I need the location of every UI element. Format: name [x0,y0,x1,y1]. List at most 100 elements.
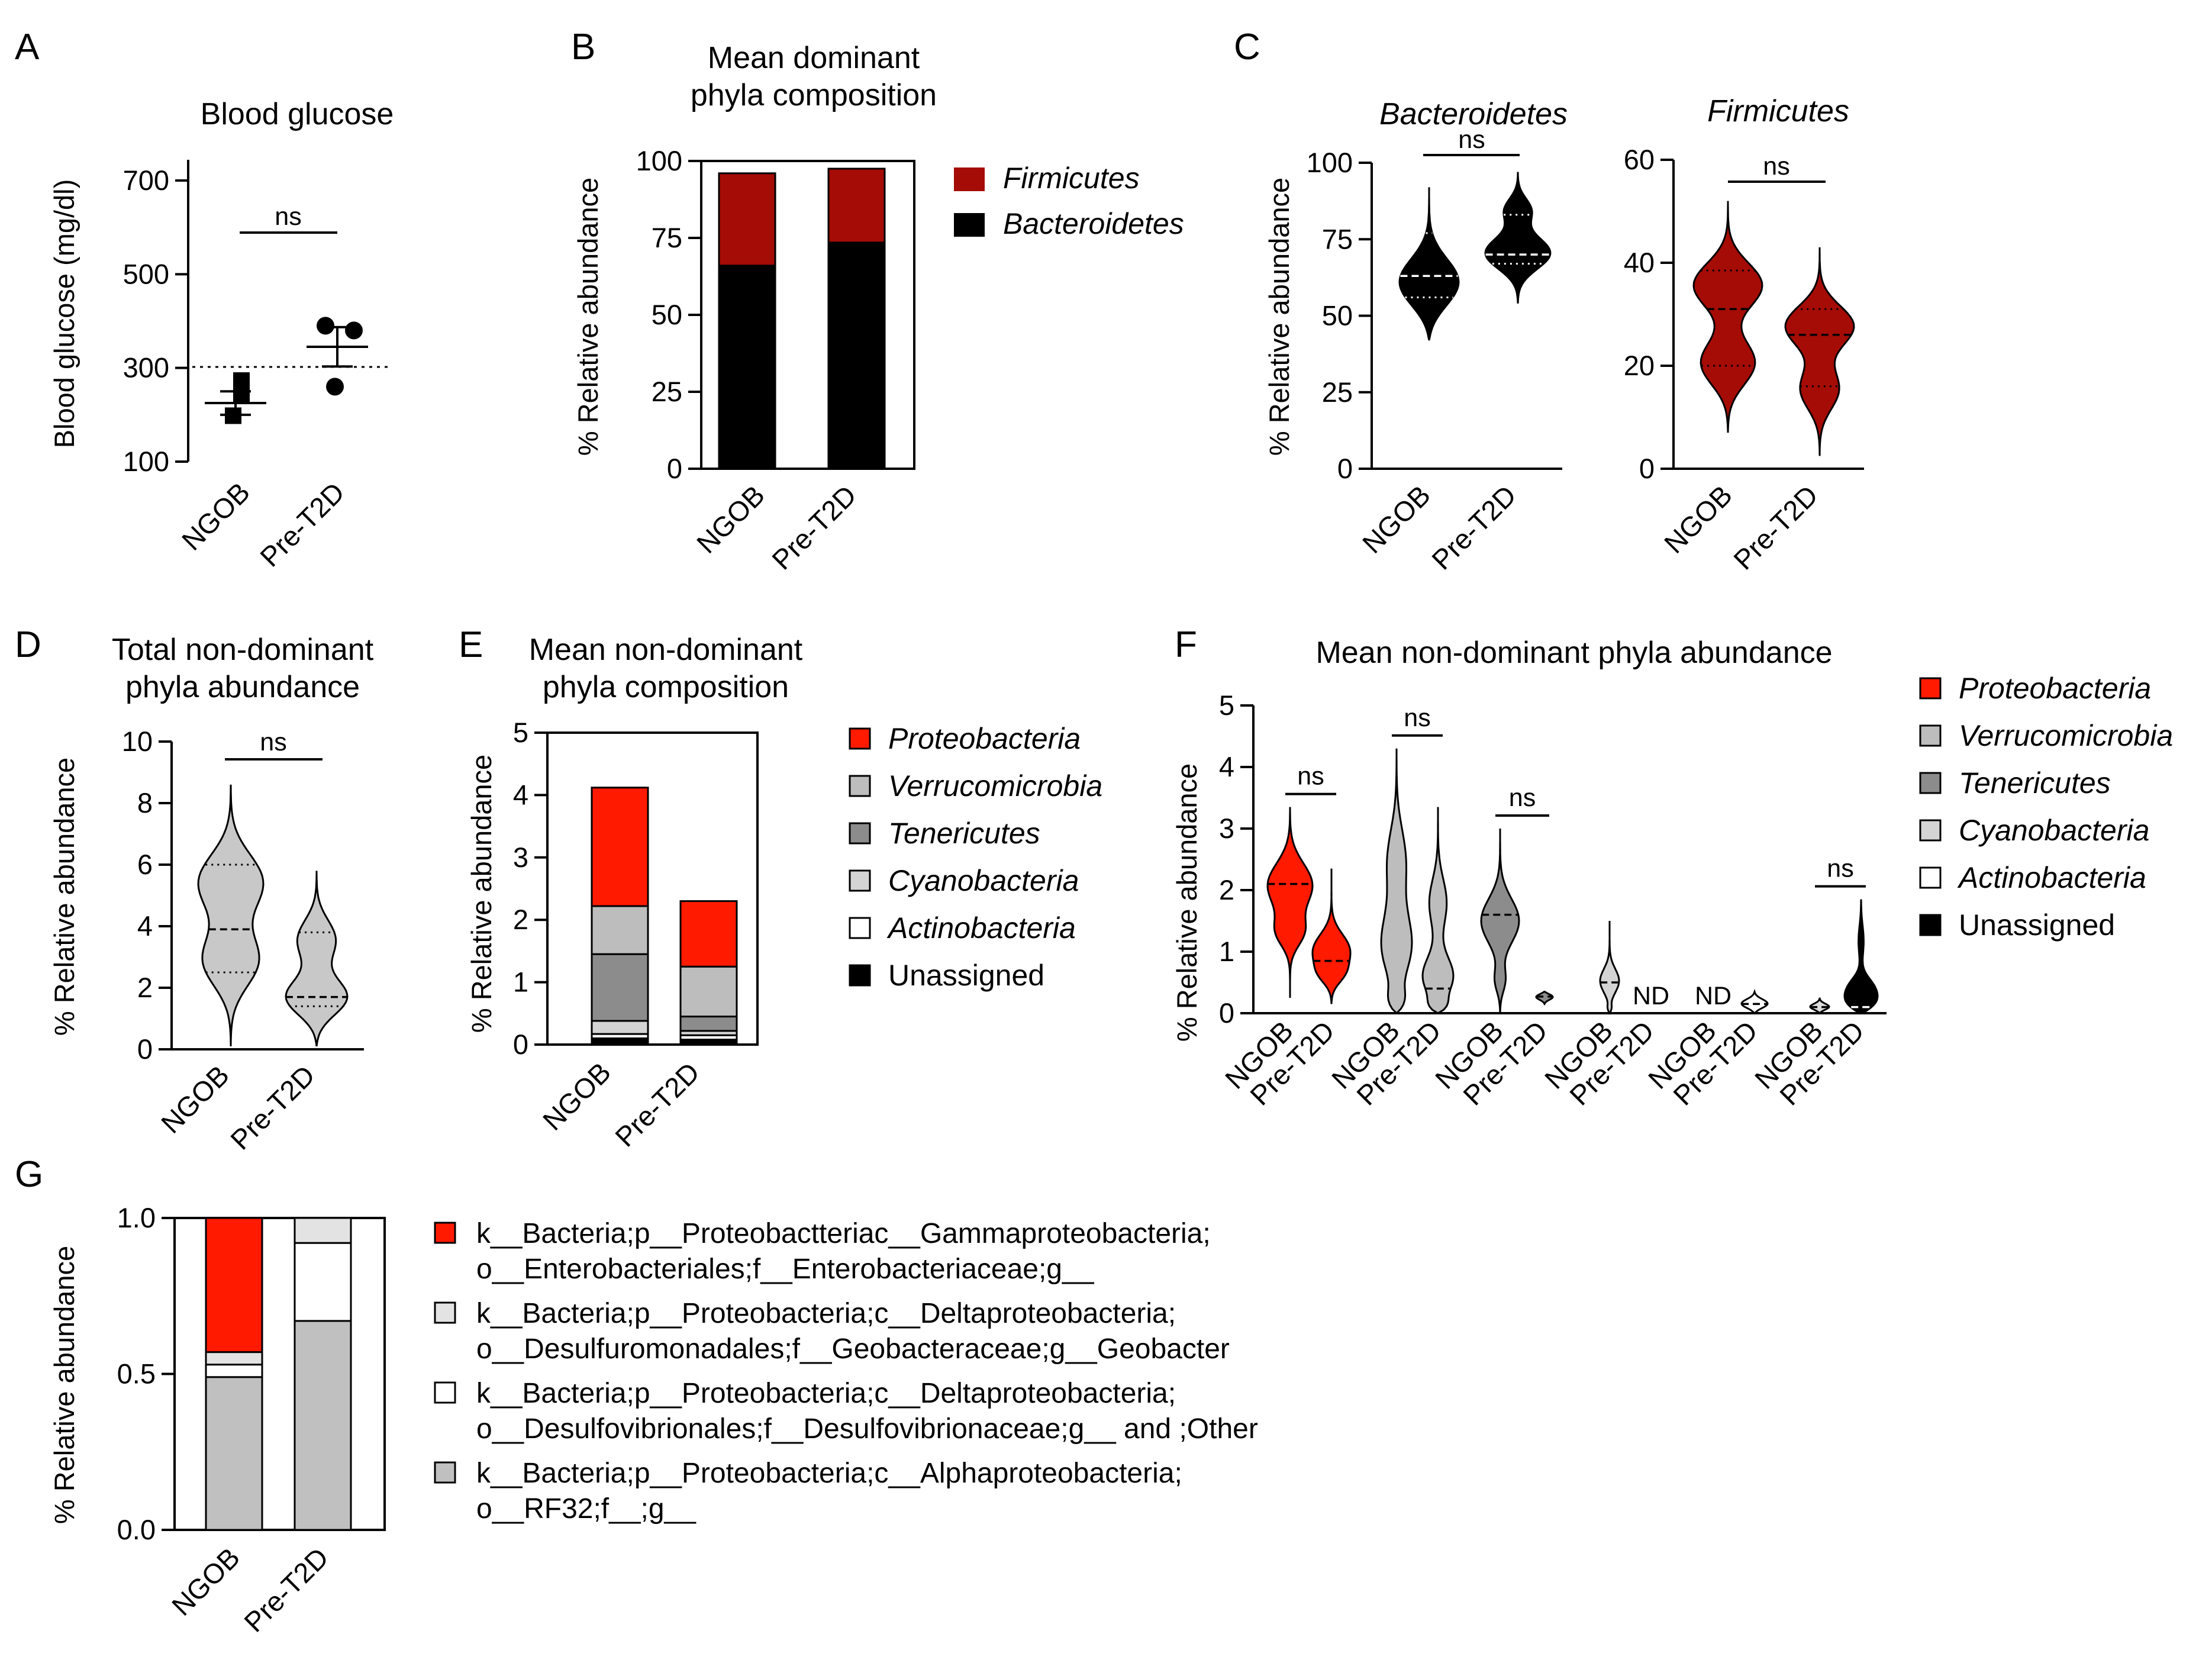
panel-c-left-y-tick-label: 100 [1307,147,1353,178]
panel-g-legend-swatch-2 [434,1381,456,1404]
panel-d-y-tick-label: 8 [137,787,153,819]
panel-g: G % Relative abundance 0.0 0.5 1.0 NGOB Pr… [15,1154,1258,1638]
panel-f-violins: ND ND [1266,748,1879,1015]
panel-c-right-x-tick-ngob: NGOB [1658,479,1738,559]
panel-e-y-label: % Relative abundance [466,755,497,1033]
panel-b-x-tick-pre-t2d: Pre-T2D [766,479,862,576]
panel-f-unassigned-ngob-violin [1809,997,1830,1014]
panel-a-point-pre-t2d [317,317,334,335]
panel-a: A Blood glucose Blood glucose (mg/dl) 10… [15,27,394,573]
panel-c-left-ngob-violin [1398,187,1460,341]
panel-f: F Mean non-dominant phyla abundance % Re… [1171,624,2173,1111]
panel-c-left-y-tick-label: 75 [1322,223,1353,254]
panel-f-legend-swatch-verrucomicrobia [1919,724,1942,747]
panel-e-bar-ngob-cyanobacteria [591,1020,649,1035]
panel-e-y-tick-label: 0 [513,1029,528,1060]
panel-d-title-line2: phyla abundance [125,670,360,704]
panel-a-x-tick-pre-t2d: Pre-T2D [254,476,350,573]
panel-b-y-tick-label: 0 [667,453,682,484]
legend-swatch-firmicutes [954,167,985,191]
panel-f-cyanobacteria-ngob-violin [1599,921,1620,1015]
panel-f-legend: Proteobacteria Verrucomicrobia Tenericutes… [1919,672,2173,942]
panel-a-y-tick-label: 300 [123,352,169,384]
panel-letter-a: A [15,27,40,67]
panel-g-y-tick-label: 1.0 [117,1202,156,1233]
panel-g-legend-label-line1-0: k__Bacteria;p__Proteobactteriac__Gammapr… [476,1218,1211,1249]
panel-c-right-y-tick-label: 60 [1624,144,1655,175]
panel-e-y-tick-label: 1 [513,966,528,998]
panel-f-legend-swatch-cyanobacteria [1919,819,1942,842]
panel-d: D Total non-dominant phyla abundance % R… [15,624,374,1156]
panel-b-bars [718,167,886,470]
panel-e-legend-label-verrucomicrobia: Verrucomicrobia [888,769,1102,803]
panel-g-legend-label-line1-1: k__Bacteria;p__Proteobacteria;c__Deltapr… [476,1298,1176,1329]
panel-c-left-x-tick-ngob: NGOB [1356,479,1436,559]
panel-g-x-tick-pre-t2d: Pre-T2D [238,1542,334,1638]
panel-g-legend-label-line2-3: o__RF32;f__;g__ [476,1493,697,1525]
panel-c-left-violins [1398,172,1552,341]
panel-letter-g: G [15,1154,43,1195]
panel-e-plot-frame [546,732,759,1046]
panel-f-legend-label-proteobacteria: Proteobacteria [1959,672,2151,705]
panel-f-legend-swatch-tenericutes [1919,772,1942,794]
panel-f-legend-swatch-proteobacteria [1919,677,1942,700]
panel-e-legend-label-unassigned: Unassigned [888,959,1044,992]
panel-e-title-line2: phyla composition [543,670,789,704]
panel-c-left-y-tick-label: 50 [1322,300,1353,331]
panel-f-sig-label-unassigned: ns [1827,855,1853,883]
panel-a-points [205,317,368,424]
panel-g-legend-swatch-1 [434,1301,456,1324]
panel-b-legend: Firmicutes Bacteroidetes [954,162,1184,240]
panel-e-legend-swatch-unassigned [849,964,871,987]
panel-d-x-tick-pre-t2d: Pre-T2D [224,1059,321,1156]
panel-e-title-line1: Mean non-dominant [529,633,803,667]
panel-f-y-label: % Relative abundance [1171,763,1202,1042]
panel-b-y-ticks: 0 25 50 75 100 [636,145,701,484]
panel-b-bar-pre-t2d-firmicutes [827,167,886,244]
panel-b-bar-ngob-bacteroidetes [718,265,776,470]
panel-f-legend-label-verrucomicrobia: Verrucomicrobia [1959,719,2173,752]
panel-e-x-tick-pre-t2d: Pre-T2D [609,1056,705,1153]
panel-e-legend-swatch-cyanobacteria [849,869,871,892]
panel-c-right-y-tick-label: 0 [1639,453,1655,484]
panel-d-violins [197,784,349,1047]
panel-e-bar-pre-t2d-tenericutes [679,1016,738,1032]
panel-d-y-ticks: 0 2 4 6 8 10 [122,726,172,1065]
panel-d-sig-label: ns [260,728,286,756]
panel-letter-c: C [1234,27,1260,67]
panel-f-tenericutes-ngob-violin [1480,829,1520,1014]
panel-c-right-y-tick-label: 40 [1624,247,1655,278]
panel-e-legend-label-proteobacteria: Proteobacteria [888,722,1081,755]
panel-c-y-label: % Relative abundance [1263,178,1295,456]
panel-e-bar-ngob-tenericutes [591,953,649,1022]
panel-b-y-tick-label: 100 [636,145,682,176]
panel-g-legend: k__Bacteria;p__Proteobactteriac__Gammapr… [434,1218,1258,1525]
panel-g-y-tick-label: 0.5 [117,1358,156,1390]
panel-a-y-label: Blood glucose (mg/dl) [49,179,80,449]
panel-letter-e: E [459,624,483,665]
panel-f-sig-label-verrucomicrobia: ns [1404,704,1430,732]
panel-b-x-tick-ngob: NGOB [691,479,770,559]
panel-letter-b: B [571,27,595,67]
panel-f-y-tick-label: 4 [1219,751,1234,782]
panel-c-left-title: Bacteroidetes [1379,97,1568,131]
panel-g-bar-pre-t2d-alphaproteobacteria-rf32 [294,1320,352,1531]
panel-f-legend-label-tenericutes: Tenericutes [1959,766,2111,800]
panel-e-legend-label-cyanobacteria: Cyanobacteria [888,864,1079,897]
panel-a-sig-label: ns [275,202,301,231]
panel-g-legend-label-line2-2: o__Desulfovibrionales;f__Desulfovibriona… [476,1413,1258,1445]
panel-f-sig-label-tenericutes: ns [1509,784,1536,812]
panel-d-ngob-violin [197,784,265,1046]
panel-f-cyanobacteria-pre-t2d-nd-label: ND [1633,982,1669,1010]
panel-d-x-tick-ngob: NGOB [155,1059,235,1139]
panel-g-bar-ngob-alphaproteobacteria-rf32 [205,1376,263,1531]
panel-g-legend-label-line2-0: o__Enterobacteriales;f__Enterobacteriace… [476,1253,1095,1285]
panel-c-right-y-ticks: 0 20 40 60 [1624,144,1673,484]
panel-b: B Mean dominant phyla composition % Rela… [571,27,1184,576]
panel-f-legend-label-cyanobacteria: Cyanobacteria [1959,814,2149,847]
panel-b-title-line2: phyla composition [691,78,937,112]
panel-e-y-tick-label: 3 [513,842,528,873]
panel-f-y-tick-label: 3 [1219,813,1234,844]
panel-letter-d: D [15,624,41,665]
